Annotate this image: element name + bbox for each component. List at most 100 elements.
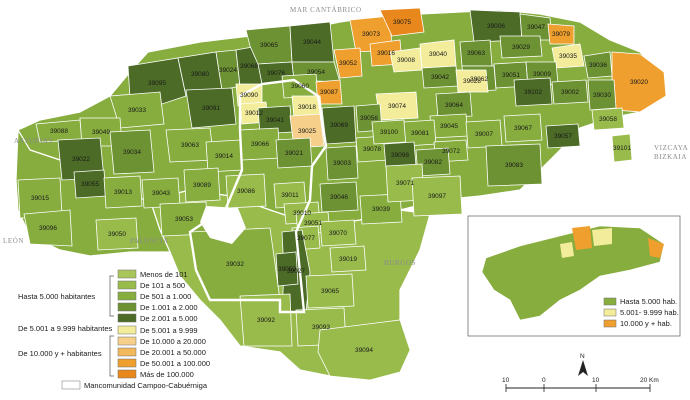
municipality-39035[interactable] xyxy=(551,43,585,69)
municipality-39067[interactable] xyxy=(503,113,543,143)
municipality-code-39070: 39070 xyxy=(329,230,347,237)
municipality-code-39066: 39066 xyxy=(251,141,269,148)
municipality-39002[interactable] xyxy=(551,79,589,105)
municipality-code-39018: 39018 xyxy=(298,104,316,111)
legend-swatch-m1 xyxy=(117,325,137,335)
municipality-code-39029: 39029 xyxy=(512,44,530,51)
legend-swatch-c5 xyxy=(117,313,137,323)
municipality-39019[interactable] xyxy=(329,245,367,273)
municipality-code-39087: 39087 xyxy=(320,89,338,96)
municipality-39059[interactable] xyxy=(275,251,299,287)
municipality-39029[interactable] xyxy=(499,35,543,59)
municipality-code-39079: 39079 xyxy=(552,31,570,38)
municipality-code-39093: 39093 xyxy=(312,324,330,331)
scale-label-0: 0 xyxy=(542,377,546,384)
municipality-39075[interactable] xyxy=(379,7,425,37)
legend-label-c3: De 501 a 1.000 xyxy=(140,292,191,301)
municipality-code-39102: 39102 xyxy=(524,89,542,96)
municipality-code-39064: 39064 xyxy=(445,102,463,109)
inset-legend-label: 10.000 y + hab. xyxy=(620,319,672,328)
inset-map: Hasta 5.000 hab. 5.001- 9.999 hab. 10.000 … xyxy=(467,215,681,337)
municipality-code-39077: 39077 xyxy=(297,235,315,242)
legend-label-b3: De 50.001 a 100.000 xyxy=(140,359,210,368)
municipality-code-39013: 39013 xyxy=(114,189,132,196)
municipality-39028[interactable] xyxy=(455,69,489,93)
legend: Hasta 5.000 habitantes De 5.001 a 9.999 … xyxy=(18,269,210,390)
municipality-code-39060: 39060 xyxy=(291,83,309,90)
municipality-code-39009: 39009 xyxy=(533,71,551,78)
municipality-39064[interactable] xyxy=(435,91,473,119)
legend-swatch-b4 xyxy=(117,369,137,379)
municipality-code-39075: 39075 xyxy=(393,19,411,26)
scale-label-20km: 20 Km xyxy=(640,377,659,384)
municipality-code-39011: 39011 xyxy=(281,192,299,199)
municipality-code-39056: 39056 xyxy=(360,115,378,122)
municipality-39101[interactable] xyxy=(611,133,633,163)
municipality-code-39073: 39073 xyxy=(362,31,380,38)
municipality-code-39062: 39062 xyxy=(470,76,488,83)
municipality-39096[interactable] xyxy=(23,209,73,247)
municipality-code-39072: 39072 xyxy=(442,148,460,155)
municipality-39050[interactable] xyxy=(95,217,139,251)
scale-label-10-left: 10 xyxy=(502,377,510,384)
municipality-code-39082: 39082 xyxy=(424,159,442,166)
municipality-39034[interactable] xyxy=(109,129,155,175)
municipality-code-39021: 39021 xyxy=(285,150,303,157)
municipality-39094[interactable] xyxy=(317,319,411,381)
legend-swatch-c4 xyxy=(117,302,137,312)
municipality-code-39063b: 39063 xyxy=(181,142,199,149)
municipality-code-39036: 39036 xyxy=(589,62,607,69)
municipality-39033[interactable] xyxy=(109,91,165,129)
inset-legend-swatch xyxy=(603,297,617,306)
municipality-39089[interactable] xyxy=(183,167,221,203)
municipality-code-39033: 39033 xyxy=(128,107,146,114)
legend-group-3: De 10.000 y + habitantes xyxy=(18,349,102,358)
municipality-39052[interactable] xyxy=(333,47,363,79)
legend-group-1: Hasta 5.000 habitantes xyxy=(18,292,95,301)
municipality-code-39047: 39047 xyxy=(527,24,545,31)
municipality-code-39051b: 39051 xyxy=(304,220,322,227)
municipality-code-39071: 39071 xyxy=(396,180,414,187)
municipality-39091[interactable] xyxy=(185,87,237,129)
municipality-code-39074: 39074 xyxy=(388,103,406,110)
inset-legend-label: 5.001- 9.999 hab. xyxy=(620,308,679,317)
municipality-code-39035: 39035 xyxy=(559,53,577,60)
municipality-code-39040: 39040 xyxy=(429,51,447,58)
municipality-39102[interactable] xyxy=(513,77,553,107)
municipality-code-39049: 39049 xyxy=(92,129,110,136)
municipality-39058[interactable] xyxy=(591,107,625,131)
neighbor-bizkaia: BIZKAIA xyxy=(654,153,687,161)
municipality-code-39024: 39024 xyxy=(219,67,237,74)
municipality-code-39014: 39014 xyxy=(215,153,233,160)
municipality-code-39027: 39027 xyxy=(287,268,305,275)
municipality-39013[interactable] xyxy=(103,175,143,209)
municipality-39046[interactable] xyxy=(319,181,359,213)
scale-label-10: 10 xyxy=(592,377,600,384)
municipality-39083[interactable] xyxy=(485,143,543,187)
neighbor-asturias: ASTURIAS xyxy=(14,137,53,145)
municipality-code-39088: 39088 xyxy=(50,128,68,135)
reservoir xyxy=(200,206,246,244)
municipality-code-39050: 39050 xyxy=(108,231,126,238)
legend-bracket-1 xyxy=(109,275,114,317)
mancomunidad-outline xyxy=(188,78,328,314)
sea-label: MAR CANTÁBRICO xyxy=(290,6,362,14)
municipality-code-39083: 39083 xyxy=(505,162,523,169)
municipality-39079[interactable] xyxy=(547,23,575,45)
municipality-code-39094: 39094 xyxy=(355,347,373,354)
municipality-code-39057: 39057 xyxy=(554,133,572,140)
municipality-code-39025: 39025 xyxy=(298,128,316,135)
neighbor-leon: LEÓN xyxy=(3,237,24,245)
municipality-39065b[interactable] xyxy=(305,273,355,309)
legend-label-m1: De 5.001 a 9.999 xyxy=(140,326,198,335)
municipality-39097[interactable] xyxy=(411,175,463,217)
municipality-code-39041: 39041 xyxy=(266,117,284,124)
municipality-39003[interactable] xyxy=(325,145,359,181)
municipality-39070[interactable] xyxy=(319,219,357,247)
municipality-code-39097: 39097 xyxy=(428,193,446,200)
legend-items: Menos de 101 De 101 a 500 De 501 a 1.000 De… xyxy=(117,269,210,379)
municipality-code-39065: 39065 xyxy=(260,42,278,49)
municipality-39057[interactable] xyxy=(545,123,581,149)
municipality-code-39053: 39053 xyxy=(175,216,193,223)
